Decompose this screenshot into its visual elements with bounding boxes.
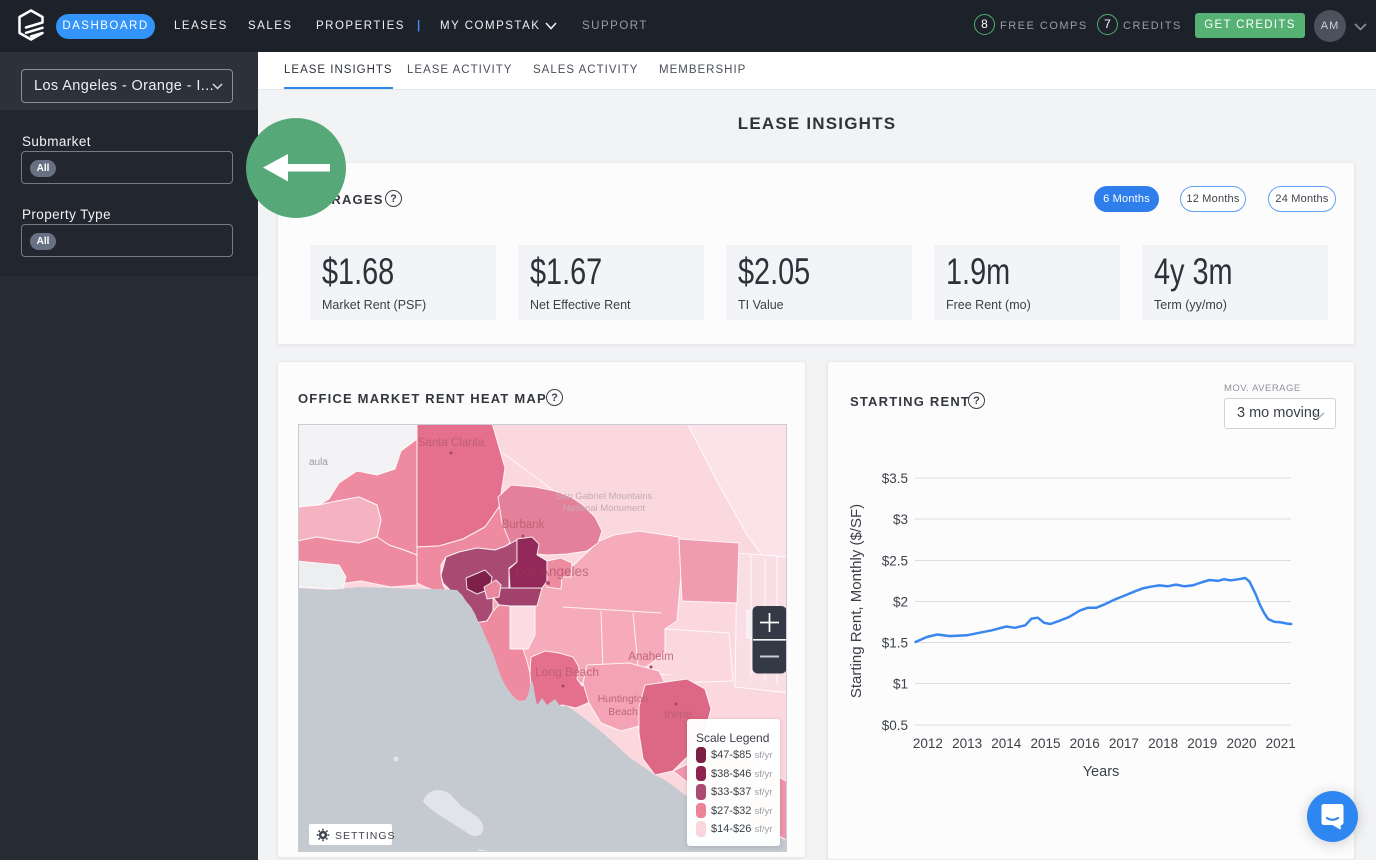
svg-text:$1.5: $1.5 <box>882 636 908 651</box>
svg-text:2014: 2014 <box>991 736 1022 751</box>
svg-text:Anaheim: Anaheim <box>628 651 673 663</box>
svg-text:San Gabriel Mountains: San Gabriel Mountains <box>556 491 653 502</box>
svg-text:$3.5: $3.5 <box>882 471 908 486</box>
svg-text:Santa Clarita: Santa Clarita <box>418 437 485 449</box>
svg-text:$0.5: $0.5 <box>882 718 908 733</box>
svg-text:2018: 2018 <box>1148 736 1178 751</box>
svg-text:2016: 2016 <box>1070 736 1100 751</box>
svg-text:$3: $3 <box>893 512 908 527</box>
svg-text:Beach: Beach <box>608 706 638 718</box>
svg-text:Long Beach: Long Beach <box>535 665 599 679</box>
svg-text:Irvine: Irvine <box>664 709 692 721</box>
svg-text:2012: 2012 <box>913 736 943 751</box>
svg-text:$1: $1 <box>893 677 908 692</box>
svg-text:National Monument: National Monument <box>563 503 646 514</box>
svg-text:2015: 2015 <box>1030 736 1060 751</box>
svg-text:Starting Rent, Monthly ($/SF): Starting Rent, Monthly ($/SF) <box>848 504 865 698</box>
svg-text:2019: 2019 <box>1187 736 1217 751</box>
svg-text:Los Angeles: Los Angeles <box>515 564 589 579</box>
svg-text:2013: 2013 <box>952 736 982 751</box>
svg-text:2017: 2017 <box>1109 736 1139 751</box>
svg-text:2020: 2020 <box>1226 736 1256 751</box>
svg-text:2021: 2021 <box>1266 736 1296 751</box>
svg-text:$2.5: $2.5 <box>882 554 908 569</box>
svg-text:$2: $2 <box>893 595 908 610</box>
svg-text:Years: Years <box>1083 764 1120 780</box>
svg-text:Huntington: Huntington <box>598 693 649 705</box>
svg-text:aula: aula <box>309 457 328 468</box>
svg-text:Burbank: Burbank <box>502 519 545 531</box>
